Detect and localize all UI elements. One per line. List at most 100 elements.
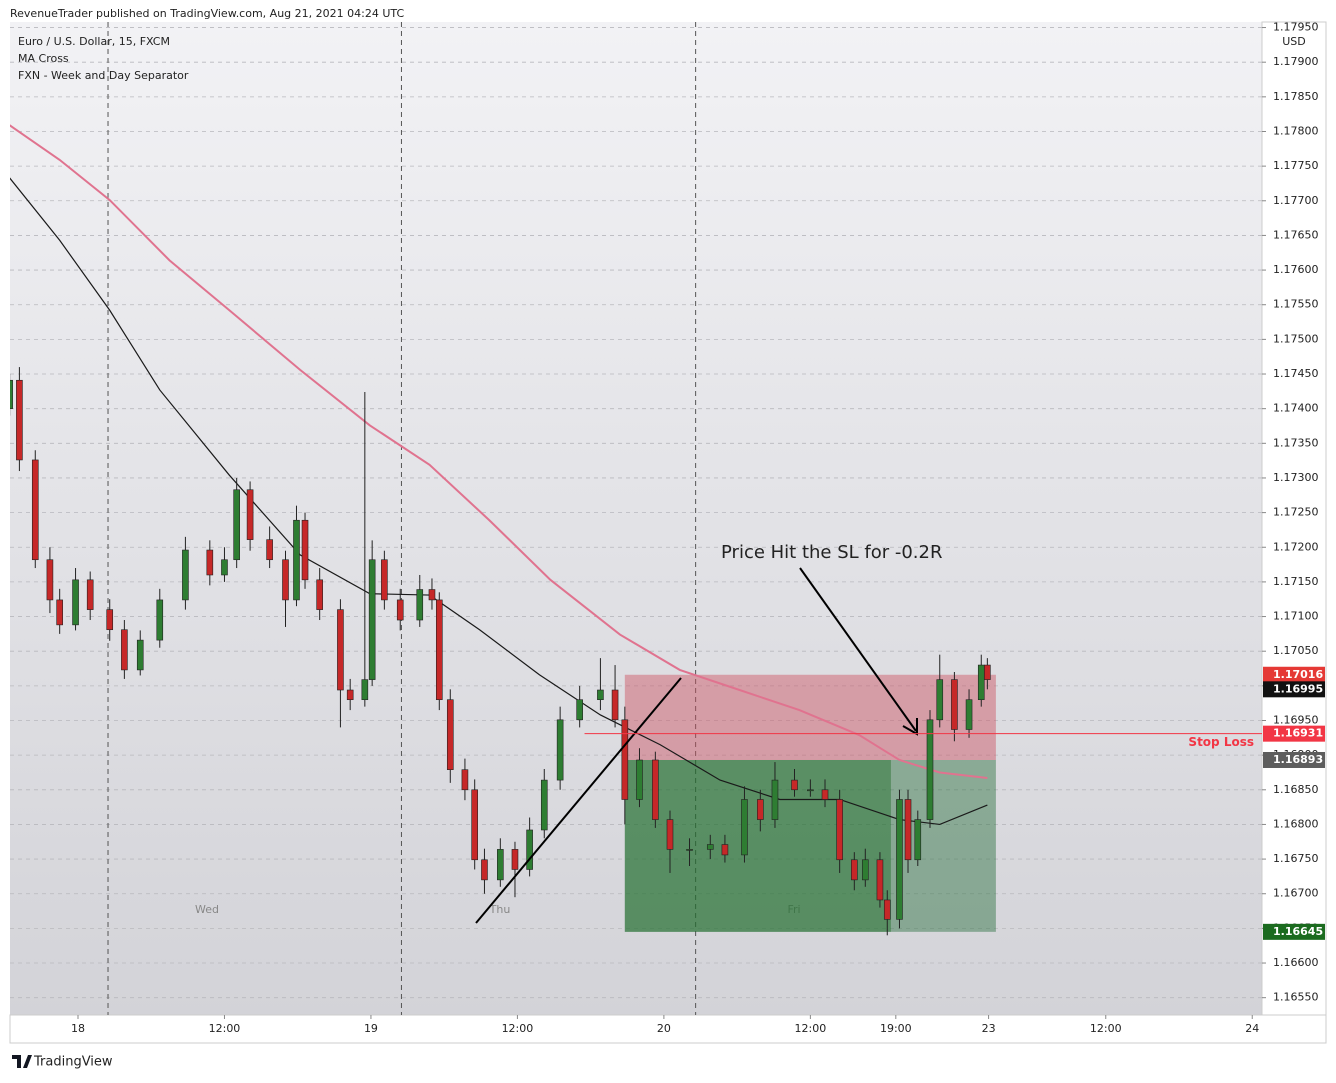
y-tick-label: 1.17450 <box>1273 367 1319 380</box>
day-label: Thu <box>489 903 511 916</box>
candle-body <box>396 599 404 621</box>
candle-body <box>965 699 973 730</box>
candle-body <box>316 579 323 610</box>
y-tick-label: 1.17500 <box>1273 332 1319 345</box>
day-label: Wed <box>195 903 219 916</box>
logo-mark <box>12 1055 32 1068</box>
trend-line <box>475 677 682 924</box>
candle-body <box>301 519 309 581</box>
candle-body <box>576 699 583 721</box>
candle-body <box>757 799 764 820</box>
candle-body <box>16 379 23 461</box>
legend-indicator: MA Cross <box>18 52 69 65</box>
legend-symbol: Euro / U.S. Dollar, 15, FXCM <box>18 35 170 48</box>
x-tick-label: 23 <box>982 1022 996 1035</box>
candle-body <box>836 799 843 861</box>
candle-body <box>821 789 829 800</box>
y-tick-label: 1.16800 <box>1273 817 1319 830</box>
candle-body <box>883 899 891 920</box>
candle-body <box>206 549 214 576</box>
candle-body <box>511 849 519 870</box>
price-axis <box>1261 21 1327 1016</box>
y-tick-label: 1.17100 <box>1273 610 1319 623</box>
candle-body <box>977 664 985 701</box>
candle-body <box>984 664 991 680</box>
time-axis <box>9 1014 1327 1044</box>
y-tick-label: 1.17950 <box>1273 21 1319 34</box>
price-tag-label: 1.16931 <box>1273 727 1323 740</box>
y-tick-label: 1.17600 <box>1273 263 1319 276</box>
x-tick-label: 18 <box>71 1022 85 1035</box>
candle-body <box>156 599 164 641</box>
candle-body <box>221 559 228 576</box>
candle-body <box>807 789 814 792</box>
candle-body <box>926 719 934 820</box>
candle-body <box>461 769 469 791</box>
candle-body <box>497 849 504 881</box>
candle-body <box>182 549 189 601</box>
candle-body <box>652 759 659 820</box>
candle-body <box>266 539 273 561</box>
y-tick-label: 1.16850 <box>1273 783 1319 796</box>
candle-body <box>914 819 922 861</box>
x-tick-label: 19 <box>364 1022 378 1035</box>
candle-body <box>741 799 748 856</box>
candle-body <box>686 849 693 851</box>
candle-body <box>381 559 388 601</box>
candle-body <box>337 609 344 691</box>
candle-body <box>706 844 714 850</box>
y-tick-label: 1.17150 <box>1273 575 1319 588</box>
candle-body <box>611 689 619 721</box>
y-tick-label: 1.17650 <box>1273 228 1319 241</box>
candle-body <box>31 459 39 561</box>
candle-body <box>597 689 604 701</box>
y-tick-label: 1.17050 <box>1273 644 1319 657</box>
candle-body <box>771 779 779 820</box>
candle-body <box>136 639 144 671</box>
candle-body <box>72 579 79 626</box>
y-tick-label: 1.17700 <box>1273 194 1319 207</box>
price-tag-label: 1.16995 <box>1273 682 1323 695</box>
candle-body <box>861 859 869 881</box>
footer: TradingView <box>33 1055 113 1070</box>
candle-body <box>556 719 564 781</box>
y-tick-label: 1.17400 <box>1273 402 1319 415</box>
y-tick-label: 1.17300 <box>1273 471 1319 484</box>
annotation: Price Hit the SL for -0.2R <box>721 542 942 563</box>
candle-body <box>121 629 128 671</box>
candle-body <box>282 559 289 601</box>
candle-body <box>721 844 729 856</box>
y-tick-label: 1.16700 <box>1273 887 1319 900</box>
y-tick-label: 1.17750 <box>1273 159 1319 172</box>
y-tick-label: 1.17800 <box>1273 124 1319 137</box>
y-tick-label: 1.16600 <box>1273 956 1319 969</box>
candle-body <box>851 859 858 881</box>
header: RevenueTrader published on TradingView.c… <box>10 7 404 20</box>
axis-unit: USD <box>1282 35 1306 48</box>
y-tick-label: 1.16750 <box>1273 852 1319 865</box>
x-tick-label: 12:00 <box>1090 1022 1122 1035</box>
y-tick-label: 1.17200 <box>1273 540 1319 553</box>
day-label: Fri <box>787 903 800 916</box>
stop-loss-label: Stop Loss <box>1188 735 1254 749</box>
candle-body <box>471 789 478 861</box>
candle-body <box>246 489 254 540</box>
price-tag-label: 1.16645 <box>1273 925 1323 938</box>
candle-body <box>368 559 376 680</box>
candle-body <box>233 489 240 561</box>
price-tag <box>1263 681 1325 698</box>
price-tag-label: 1.17016 <box>1273 668 1323 681</box>
x-tick-label: 20 <box>657 1022 671 1035</box>
candle-body <box>46 559 54 601</box>
price-tag-label: 1.16893 <box>1273 753 1323 766</box>
candle-body <box>428 589 436 601</box>
candle-body <box>10 379 13 409</box>
x-tick-label: 19:00 <box>880 1022 912 1035</box>
candle-body <box>791 779 798 791</box>
annotation-arrow <box>799 567 917 732</box>
price-tag <box>1263 751 1325 768</box>
candle-body <box>636 759 643 800</box>
candle-body <box>666 819 674 850</box>
legend-indicator: FXN - Week and Day Separator <box>18 69 189 82</box>
